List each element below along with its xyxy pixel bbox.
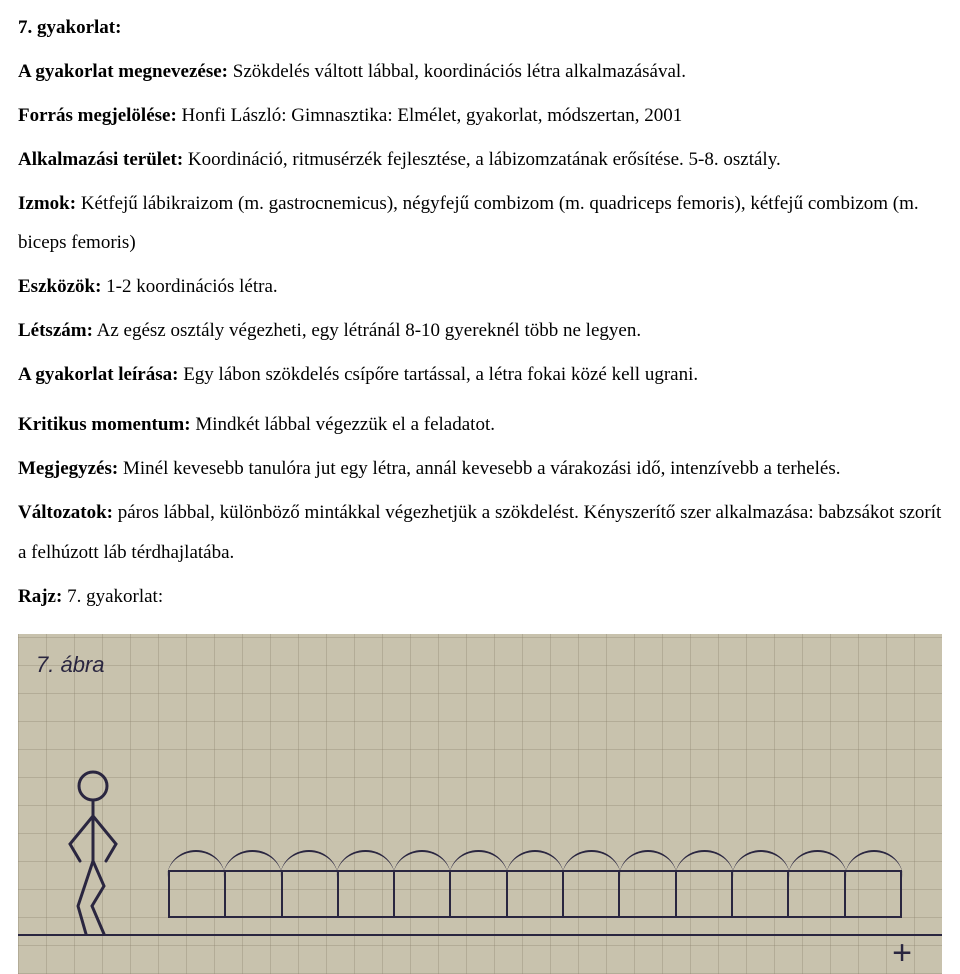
tools-line: Eszközök: 1-2 koordinációs létra.: [18, 267, 942, 307]
ladder-rung: [449, 870, 451, 918]
ladder-rung: [393, 870, 395, 918]
tools-text: 1-2 koordinációs létra.: [101, 276, 277, 297]
area-text: Koordináció, ritmusérzék fejlesztése, a …: [183, 149, 781, 170]
critical-text: Mindkét lábbal végezzük el a feladatot.: [191, 414, 495, 435]
exercise-figure: 7. ábra +: [18, 634, 942, 974]
area-line: Alkalmazási terület: Koordináció, ritmus…: [18, 140, 942, 180]
muscles-label: Izmok:: [18, 193, 76, 214]
critical-line: Kritikus momentum: Mindkét lábbal végezz…: [18, 405, 942, 445]
ladder-rung: [731, 870, 733, 918]
drawing-line: Rajz: 7. gyakorlat:: [18, 577, 942, 617]
ground-line: [18, 934, 942, 936]
variants-label: Változatok:: [18, 502, 113, 523]
stick-figure-icon: [58, 766, 128, 936]
drawing-text: 7. gyakorlat:: [62, 586, 163, 607]
description-text: Egy lábon szökdelés csípőre tartással, a…: [178, 364, 698, 385]
count-text: Az egész osztály végezheti, egy létránál…: [93, 320, 641, 341]
source-label: Forrás megjelölése:: [18, 105, 177, 126]
ladder-rung: [675, 870, 677, 918]
drawing-label: Rajz:: [18, 586, 62, 607]
figure-caption: 7. ábra: [36, 642, 105, 688]
exercise-name-text: Szökdelés váltott lábbal, koordinációs l…: [228, 61, 686, 82]
muscles-line: Izmok: Kétfejű lábikraizom (m. gastrocne…: [18, 184, 942, 264]
description-label: A gyakorlat leírása:: [18, 364, 178, 385]
ladder-rungs: [168, 870, 902, 918]
ladder-rung: [900, 870, 902, 918]
count-line: Létszám: Az egész osztály végezheti, egy…: [18, 311, 942, 351]
description-line: A gyakorlat leírása: Egy lábon szökdelés…: [18, 355, 942, 395]
ladder-rung: [618, 870, 620, 918]
ladder-rung: [337, 870, 339, 918]
exercise-name-label: A gyakorlat megnevezése:: [18, 61, 228, 82]
ladder-rung: [224, 870, 226, 918]
count-label: Létszám:: [18, 320, 93, 341]
muscles-text: Kétfejű lábikraizom (m. gastrocnemicus),…: [18, 193, 919, 254]
source-text: Honfi László: Gimnasztika: Elmélet, gyak…: [177, 105, 682, 126]
ladder-rung: [562, 870, 564, 918]
crossmark-icon: +: [892, 936, 912, 970]
exercise-number-label: 7. gyakorlat:: [18, 17, 121, 38]
exercise-number: 7. gyakorlat:: [18, 8, 942, 48]
variants-text: páros lábbal, különböző mintákkal végezh…: [18, 502, 941, 563]
ladder-rung: [281, 870, 283, 918]
note-line: Megjegyzés: Minél kevesebb tanulóra jut …: [18, 449, 942, 489]
tools-label: Eszközök:: [18, 276, 101, 297]
critical-label: Kritikus momentum:: [18, 414, 191, 435]
note-label: Megjegyzés:: [18, 458, 118, 479]
area-label: Alkalmazási terület:: [18, 149, 183, 170]
ladder-rung: [506, 870, 508, 918]
source-line: Forrás megjelölése: Honfi László: Gimnas…: [18, 96, 942, 136]
variants-line: Változatok: páros lábbal, különböző mint…: [18, 493, 942, 573]
ladder-rung: [844, 870, 846, 918]
ladder-rung: [168, 870, 170, 918]
ladder-rung: [787, 870, 789, 918]
ladder-icon: [168, 870, 902, 918]
note-text: Minél kevesebb tanulóra jut egy létra, a…: [118, 458, 840, 479]
exercise-name-line: A gyakorlat megnevezése: Szökdelés válto…: [18, 52, 942, 92]
